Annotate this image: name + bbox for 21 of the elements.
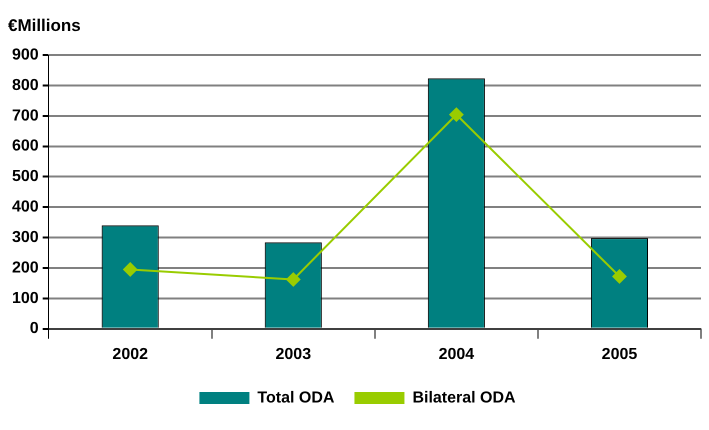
y-tick-label: 200 (12, 259, 39, 276)
legend-label: Bilateral ODA (412, 389, 516, 406)
y-tick-label: 600 (12, 138, 39, 155)
point (286, 272, 300, 287)
point (123, 262, 138, 276)
y-tick-label: 700 (12, 107, 39, 124)
y-tick-label: 500 (12, 168, 39, 186)
y-tick-label: 400 (12, 198, 39, 216)
x-tick-label: 2004 (438, 346, 474, 363)
x-tick-label: 2002 (112, 346, 148, 363)
legend-label: Total ODA (257, 389, 335, 406)
point (612, 269, 626, 284)
y-tick-label: 100 (12, 290, 39, 307)
y-tick-label: 0 (30, 320, 39, 338)
y-tick-label: 900 (12, 46, 39, 64)
y-tick-label: 800 (12, 76, 39, 94)
x-tick-label: 2003 (276, 346, 312, 363)
y-tick-label: 300 (12, 228, 39, 246)
chart-title: €Millions (8, 16, 81, 36)
x-tick-label: 2005 (602, 346, 638, 363)
point (449, 108, 464, 122)
